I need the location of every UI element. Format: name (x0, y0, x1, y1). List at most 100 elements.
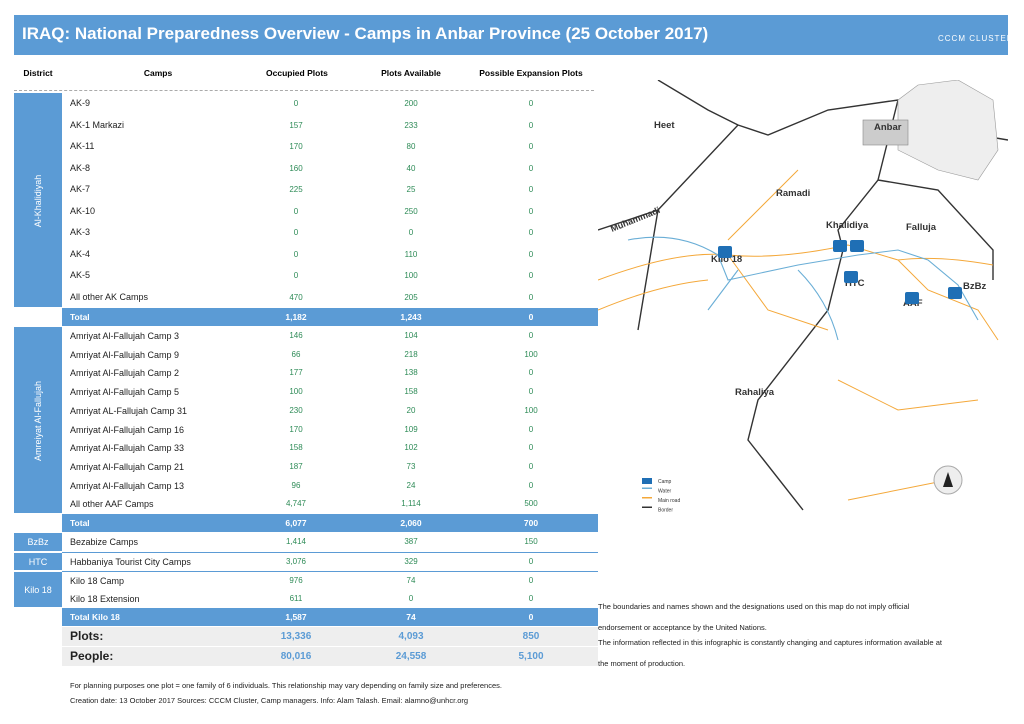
map-label: HTC (845, 278, 865, 289)
disclaimer: The information reflected in this infogr… (598, 638, 942, 668)
value-cell: 470 (289, 292, 303, 302)
district-label: BzBz (27, 537, 49, 548)
map-label: BzBz (963, 281, 986, 292)
value-cell: 0 (293, 206, 299, 216)
value-cell: 1,414 (285, 537, 307, 546)
column-header: Plots Available (381, 68, 441, 78)
value-cell: 104 (404, 331, 418, 340)
value-cell: 200 (404, 99, 418, 108)
value-cell: 1,182 (285, 312, 307, 322)
column-header: District (23, 68, 53, 78)
camp-cell: AK-4 (70, 248, 91, 259)
value-cell: 500 (524, 499, 538, 509)
value-cell: 96 (291, 480, 301, 490)
value-cell: 20 (406, 405, 416, 415)
map-label: Khalidiya (826, 220, 869, 231)
value-cell: 0 (528, 368, 534, 378)
value-cell: 0 (528, 292, 534, 302)
borders (598, 80, 1008, 511)
value-cell: 3,076 (285, 556, 307, 566)
value-cell: 0 (528, 461, 534, 471)
district-box (14, 93, 62, 307)
row-rule (62, 571, 598, 572)
camp-cell: Habbaniya Tourist City Camps (70, 556, 191, 567)
camp-cell: Amriyat Al-Fallujah Camp 13 (70, 480, 185, 491)
value-cell: 80 (406, 142, 416, 151)
value-cell: 0 (528, 185, 534, 194)
value-cell: 187 (289, 461, 303, 471)
value-cell: 150 (524, 537, 538, 546)
note: Creation date: 13 October 2017 Sources: … (70, 696, 469, 705)
value-cell: 0 (528, 576, 534, 585)
value-cell: 700 (523, 518, 539, 528)
north-arrow-head (943, 472, 953, 487)
camp-cell: Total (70, 518, 90, 528)
note: For planning purposes one plot = one fam… (70, 681, 502, 690)
camp-cell: Amriyat AL-Fallujah Camp 31 (70, 405, 188, 416)
camp-icon (718, 246, 732, 258)
camp-cell: Bezabize Camps (70, 537, 139, 547)
value-cell: 170 (289, 424, 303, 434)
header-bar (14, 15, 1008, 55)
value-cell: 100 (289, 387, 303, 397)
value-cell: 110 (404, 249, 418, 259)
camp-cell: Plots: (70, 629, 104, 643)
value-cell: 158 (289, 443, 303, 453)
camp-cell: People: (70, 649, 114, 663)
value-cell: 0 (528, 99, 534, 108)
roads (598, 169, 999, 501)
column-header: Occupied Plots (266, 68, 328, 78)
legend-label: Border (658, 508, 673, 514)
value-cell: 611 (289, 594, 303, 603)
camp-icon (905, 292, 919, 304)
rivers (627, 236, 979, 341)
camp-cell: Total Kilo 18 (70, 612, 120, 622)
district-box (14, 572, 62, 607)
district-box (14, 327, 62, 513)
value-cell: 73 (406, 461, 416, 471)
camp-cell: Kilo 18 Extension (70, 594, 140, 604)
value-cell: 0 (528, 331, 534, 340)
value-cell: 0 (528, 556, 534, 566)
value-cell: 0 (528, 387, 534, 397)
camp-cell: Amriyat Al-Fallujah Camp 33 (70, 443, 185, 454)
camp-cell: Amriyat Al-Fallujah Camp 5 (70, 387, 180, 398)
camp-icon (850, 240, 864, 252)
value-cell: 0 (528, 424, 534, 434)
camp-cell: Amriyat Al-Fallujah Camp 9 (70, 349, 180, 360)
title: IRAQ: National Preparedness Overview - C… (22, 24, 709, 43)
value-cell: 329 (404, 556, 418, 566)
value-cell: 0 (528, 312, 534, 322)
row-rule (62, 551, 598, 553)
value-cell: 0 (528, 163, 534, 173)
value-cell: 0 (528, 443, 534, 453)
value-cell: 0 (293, 228, 299, 237)
value-cell: 4,093 (398, 631, 424, 642)
value-cell: 25 (406, 185, 416, 194)
disclaimer: The boundaries and names shown and the d… (598, 602, 910, 632)
camp-cell: AK-11 (70, 141, 95, 151)
district-box (14, 552, 62, 570)
district-box (14, 533, 62, 551)
value-cell: 5,100 (518, 651, 544, 662)
value-cell: 0 (293, 271, 299, 280)
map-label: Falluja (906, 222, 937, 233)
value-cell: 157 (289, 120, 303, 130)
value-cell: 146 (289, 331, 303, 340)
value-cell: 40 (406, 163, 416, 173)
camp-icon (844, 271, 858, 283)
camp-cell: AK-1 Markazi (70, 119, 125, 130)
value-cell: 0 (528, 249, 534, 259)
legend-label: Main road (658, 498, 680, 504)
legend-swatch (642, 478, 652, 484)
value-cell: 0 (528, 271, 534, 280)
camp-cell: AK-9 (70, 98, 91, 108)
value-cell: 976 (289, 576, 303, 585)
value-cell: 102 (404, 443, 418, 453)
logo: CCCM CLUSTER (938, 34, 1014, 43)
value-cell: 4,747 (285, 499, 307, 509)
value-cell: 24,558 (395, 651, 427, 662)
value-cell: 0 (408, 228, 414, 237)
value-cell: 109 (404, 424, 418, 434)
